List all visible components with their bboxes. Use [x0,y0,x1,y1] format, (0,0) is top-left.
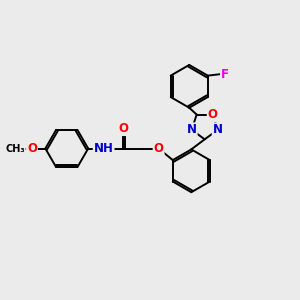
Text: O: O [154,142,164,155]
Text: F: F [221,68,229,81]
Text: O: O [208,108,218,121]
Text: O: O [118,122,128,135]
Text: NH: NH [94,142,114,155]
Text: N: N [187,123,197,136]
Text: CH₃: CH₃ [5,143,25,154]
Text: O: O [27,142,37,155]
Text: N: N [213,123,223,136]
